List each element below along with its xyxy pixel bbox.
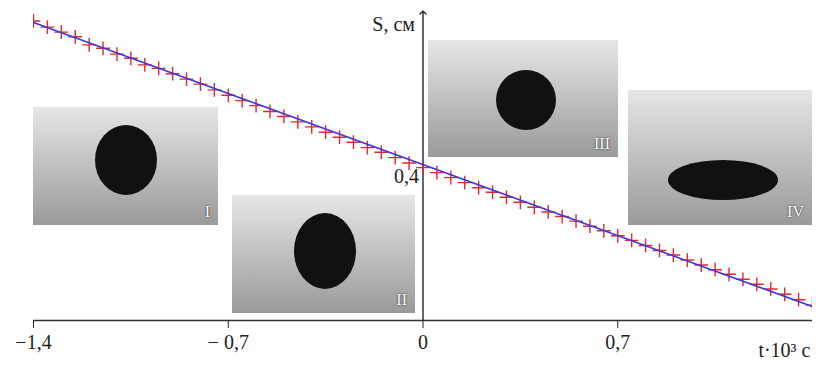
svg-text:t·10³ с: t·10³ с (758, 339, 810, 361)
svg-text:0,7: 0,7 (605, 331, 630, 353)
html-text:III: III (594, 135, 610, 152)
svg-text:0: 0 (418, 331, 428, 353)
html-text:IV: IV (787, 203, 804, 220)
svg-text:−1,4: −1,4 (15, 331, 51, 353)
html-text:I: I (204, 203, 210, 220)
svg-text:S, см: S, см (372, 13, 415, 35)
html-text:II: II (396, 291, 407, 308)
svg-text:− 0,7: − 0,7 (208, 331, 249, 353)
svg-text:0,4: 0,4 (394, 165, 419, 187)
